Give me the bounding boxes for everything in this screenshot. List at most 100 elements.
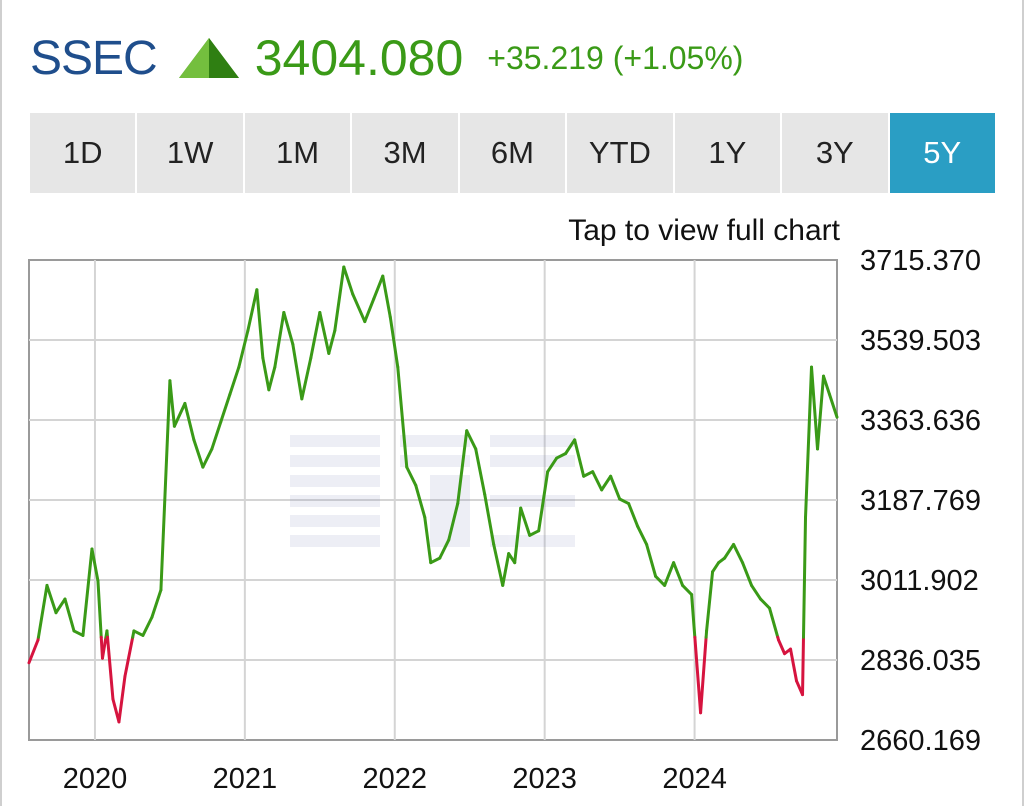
series-segment [732,542,745,565]
series-segment [537,470,550,533]
series-segment [627,502,640,528]
series-segment [810,365,820,451]
series-segment [699,635,708,715]
series-segment [591,470,604,492]
y-tick-label: 3187.769 [860,485,981,517]
tab-ytd[interactable]: YTD [567,113,673,193]
series-segment [201,447,214,469]
series-segment [711,561,721,574]
series-segment [705,570,715,633]
series-segment [405,465,418,487]
series-segment [117,674,127,724]
series-segment [429,556,442,565]
series-segment [546,456,559,474]
series-segment [645,542,658,578]
y-tick-label: 3715.370 [860,245,981,277]
series-segment [45,583,58,615]
tab-3m[interactable]: 3M [352,113,458,193]
triangle-up-icon [178,38,239,78]
last-price: 3404.080 [254,30,464,86]
series-segment [816,374,826,451]
series-segment [210,420,223,451]
series-segment [465,429,478,451]
series-segment [96,579,103,639]
series-segment [318,310,331,355]
series-segment [564,438,577,455]
series-segment [654,574,667,587]
series-segment [723,542,736,560]
series-segment [423,515,433,565]
series-segment [741,561,754,587]
series-segment [663,561,676,587]
tab-3y[interactable]: 3Y [782,113,888,193]
view-full-chart-link[interactable]: Tap to view full chart [568,214,840,247]
series-segment [768,606,780,639]
y-tick-label: 3011.902 [860,565,979,597]
series-segment [513,506,523,565]
series-segment [192,438,205,469]
series-segment [456,429,469,506]
series-segment [447,502,460,542]
watermark-logo [290,435,575,547]
series-segment [414,483,427,519]
series-segment [351,292,367,324]
tab-6m[interactable]: 6M [459,113,566,193]
frame-right-border [1022,0,1024,806]
series-segment [759,597,772,610]
series-segment [636,524,649,546]
series-segment [123,635,135,678]
series-segment [609,474,622,501]
x-tick-label: 2021 [213,763,278,795]
series-segment [309,310,322,360]
series-segment [801,635,805,697]
series-segment [396,365,409,469]
series-segment [100,635,108,660]
series-segment [333,265,346,333]
x-tick-label: 2022 [363,763,428,795]
series-segment [300,356,313,401]
series-segment [246,288,259,333]
series-segment [801,515,808,639]
y-tick-label: 2836.035 [860,645,981,677]
series-segment [90,547,100,583]
series-segment [492,542,505,587]
series-segment [363,297,376,324]
tab-5y[interactable]: 5Y [889,113,995,193]
series-segment [804,365,814,519]
series-segment [219,392,232,424]
series-segment [672,561,685,587]
series-segment [255,288,265,360]
series-segment [72,629,85,637]
tab-1y[interactable]: 1Y [674,113,781,193]
series-segment [282,310,295,346]
series-segment [474,447,487,496]
series-segment [582,470,595,478]
tab-1d[interactable]: 1D [30,113,136,193]
series-segment [693,635,703,715]
series-segment [172,401,187,428]
series-segment [228,365,241,396]
series-segment [267,365,277,392]
series-segment [681,583,694,597]
series-segment [132,629,145,637]
quote-header: SSEC 3404.080 +35.219 (+1.05%) [30,26,743,90]
tab-1m[interactable]: 1M [244,113,351,193]
series-segment [159,379,172,592]
series-segment [342,265,355,296]
ticker-symbol: SSEC [30,31,158,85]
series-segment [106,635,115,701]
series-segment [789,647,799,683]
series-segment [63,597,76,633]
series-segment [388,315,400,369]
series-segment [777,638,787,656]
series-segment [168,379,176,428]
series-segment [141,615,154,637]
series-segment [261,356,271,392]
y-tick-label: 3539.503 [860,325,981,357]
x-tick-label: 2020 [63,763,128,795]
series-segment [822,374,832,396]
series-segment [150,588,163,619]
price-chart[interactable]: 3715.370 3539.503 3363.636 3187.769 3011.902… [0,240,1024,806]
series-segment [36,583,49,639]
tab-1w[interactable]: 1W [137,113,243,193]
